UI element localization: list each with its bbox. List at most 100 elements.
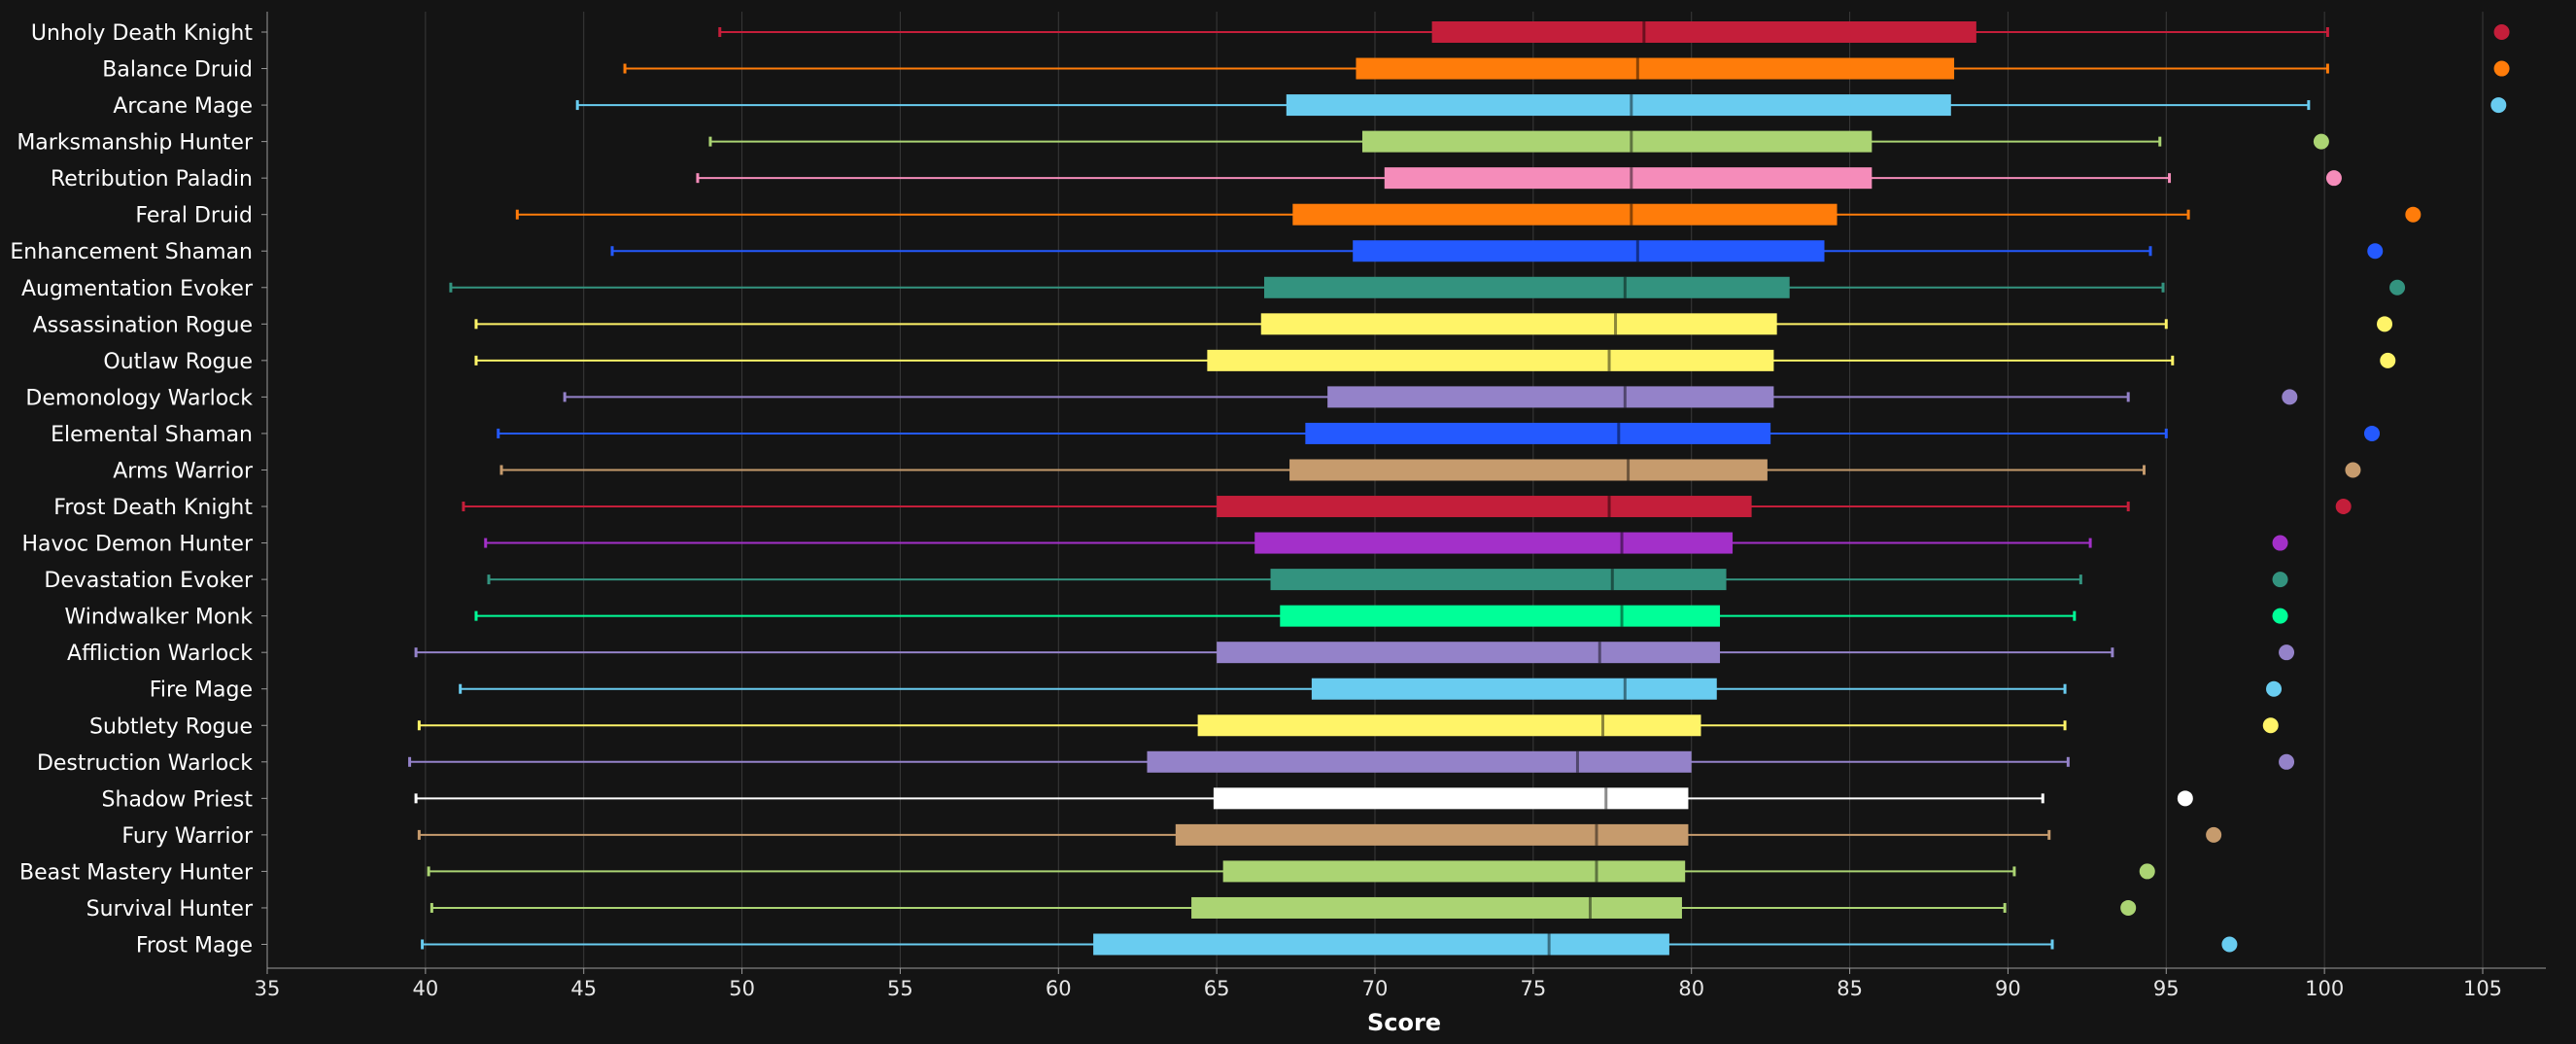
box-iqr [1197, 714, 1701, 737]
box-series-row [575, 94, 2507, 117]
category-labels: Unholy Death Knight Balance Druid Arcane M… [10, 21, 267, 958]
box-series-row [474, 349, 2396, 371]
outlier-point [2120, 899, 2137, 916]
box-iqr [1213, 787, 1689, 810]
outlier-point [2377, 316, 2393, 332]
box-series-row [623, 57, 2510, 80]
category-label: Feral Druid [135, 204, 253, 228]
x-tick-label: 60 [1046, 977, 1072, 1000]
category-label: Survival Hunter [86, 897, 254, 922]
outlier-point [2335, 499, 2352, 515]
box-series-row [421, 933, 2238, 956]
category-label: Augmentation Evoker [21, 277, 254, 301]
box-iqr [1353, 240, 1825, 262]
x-tick-label: 50 [729, 977, 755, 1000]
box-series-row [408, 750, 2295, 773]
box-series-row [499, 459, 2361, 481]
box-iqr [1305, 422, 1771, 444]
box-iqr [1280, 605, 1721, 627]
box-iqr [1327, 386, 1774, 408]
box-series-row [414, 787, 2193, 810]
box-series-row [459, 678, 2283, 700]
x-tick-labels: 35 40 45 50 55 60 65 70 75 80 85 90 95 100 105 [255, 968, 2502, 1000]
outlier-point [2325, 170, 2342, 187]
box-series-row [429, 896, 2137, 919]
box-series-row [427, 860, 2155, 883]
category-label: Demonology Warlock [25, 386, 253, 410]
box-series-row [474, 313, 2393, 335]
box-series-row [462, 496, 2352, 518]
box-series-row [563, 386, 2298, 408]
category-label: Unholy Death Knight [31, 21, 253, 46]
box-iqr [1292, 203, 1838, 226]
category-label: Subtlety Rogue [89, 714, 253, 739]
outlier-point [2279, 644, 2295, 661]
outlier-point [2493, 60, 2510, 77]
outlier-point [2266, 680, 2283, 697]
box-series-row [417, 823, 2222, 846]
category-label: Marksmanship Hunter [17, 131, 254, 156]
category-label: Assassination Rogue [33, 313, 253, 337]
box-series-row [610, 240, 2384, 262]
x-tick-label: 70 [1362, 977, 1389, 1000]
box-iqr [1207, 349, 1774, 371]
box-iqr [1175, 823, 1689, 846]
outlier-point [2367, 243, 2384, 260]
box-iqr [1264, 276, 1790, 298]
outlier-point [2490, 97, 2507, 114]
x-tick-label: 100 [2305, 977, 2344, 1000]
box-iqr [1384, 167, 1872, 190]
box-iqr [1361, 130, 1872, 153]
outlier-point [2345, 462, 2361, 478]
category-label: Frost Mage [136, 934, 253, 958]
box-iqr [1356, 57, 1955, 80]
box-iqr [1286, 94, 1951, 117]
outlier-point [2272, 535, 2288, 551]
outlier-point [2282, 389, 2298, 405]
category-label: Beast Mastery Hunter [19, 860, 254, 885]
outlier-point [2272, 572, 2288, 588]
box-iqr [1431, 21, 1976, 43]
category-label: Devastation Evoker [44, 569, 254, 593]
box-iqr [1217, 496, 1752, 518]
box-series-row [696, 167, 2342, 190]
box-iqr [1270, 569, 1727, 591]
category-label: Fury Warrior [121, 824, 254, 849]
outlier-point [2139, 863, 2155, 880]
box-iqr [1311, 678, 1717, 700]
box-series-row [497, 422, 2380, 444]
category-label: Balance Druid [102, 58, 253, 83]
category-label: Elemental Shaman [51, 423, 253, 447]
outlier-point [2380, 352, 2396, 368]
category-label: Enhancement Shaman [10, 240, 253, 264]
box-iqr [1222, 860, 1686, 883]
box-iqr [1260, 313, 1777, 335]
x-tick-label: 40 [412, 977, 438, 1000]
outlier-point [2272, 608, 2288, 624]
category-label: Retribution Paladin [51, 167, 253, 191]
x-tick-label: 105 [2463, 977, 2502, 1000]
outlier-point [2206, 826, 2222, 843]
box-iqr [1289, 459, 1768, 481]
category-label: Fire Mage [150, 679, 253, 703]
x-tick-label: 85 [1837, 977, 1863, 1000]
x-tick-label: 45 [570, 977, 597, 1000]
box-series-row [718, 21, 2510, 43]
category-label: Arms Warrior [113, 459, 254, 483]
category-label: Affliction Warlock [67, 642, 253, 666]
x-axis-title: Score [1367, 1009, 1441, 1036]
box-series-row [484, 532, 2288, 554]
box-series-row [487, 569, 2288, 591]
x-tick-label: 35 [255, 977, 281, 1000]
outlier-point [2177, 790, 2193, 807]
x-tick-label: 90 [1995, 977, 2021, 1000]
grid-lines [425, 12, 2484, 968]
box-series-row [414, 642, 2295, 664]
box-series-row [474, 605, 2288, 627]
box-series [408, 21, 2510, 956]
box-series-row [449, 276, 2406, 298]
outlier-point [2493, 24, 2510, 40]
outlier-point [2364, 425, 2380, 441]
